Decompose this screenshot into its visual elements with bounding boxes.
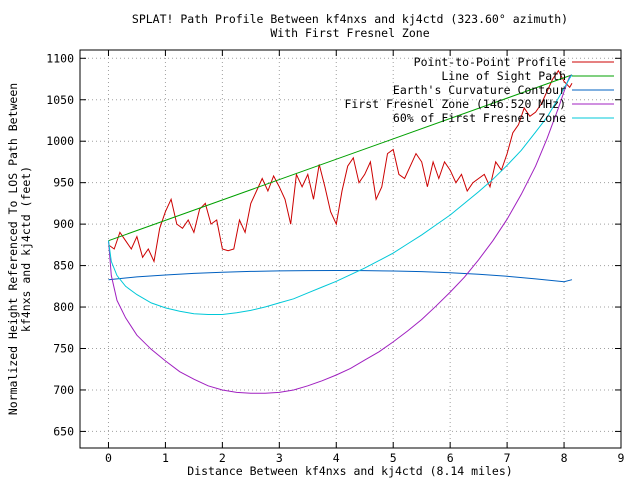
- x-tick-label: 9: [618, 451, 625, 465]
- x-tick-label: 7: [504, 451, 511, 465]
- x-tick-label: 1: [162, 451, 169, 465]
- y-axis-label-line2: kf4nxs and kj4ctd (feet): [19, 166, 33, 332]
- y-tick-label: 1050: [46, 93, 74, 107]
- y-tick-label: 800: [53, 300, 74, 314]
- y-tick-label: 650: [53, 424, 74, 438]
- y-axis-label-line1: Normalized Height Referenced To LOS Path…: [6, 83, 20, 415]
- legend-label-2: Earth's Curvature Contour: [393, 83, 566, 97]
- x-axis-label: Distance Between kf4nxs and kj4ctd (8.14…: [187, 464, 512, 478]
- y-tick-label: 700: [53, 383, 74, 397]
- x-tick-label: 3: [276, 451, 283, 465]
- x-tick-label: 5: [390, 451, 397, 465]
- y-tick-label: 850: [53, 259, 74, 273]
- legend-label-3: First Fresnel Zone (146.520 MHz): [344, 97, 566, 111]
- legend-label-4: 60% of First Fresnel Zone: [393, 111, 566, 125]
- series-line-1: [108, 74, 573, 242]
- x-tick-label: 2: [219, 451, 226, 465]
- x-tick-label: 6: [447, 451, 454, 465]
- y-tick-label: 1100: [46, 51, 74, 65]
- y-tick-label: 900: [53, 217, 74, 231]
- chart-subtitle: With First Fresnel Zone: [270, 26, 429, 40]
- y-tick-label: 950: [53, 176, 74, 190]
- x-tick-label: 0: [105, 451, 112, 465]
- y-tick-label: 750: [53, 342, 74, 356]
- series-line-2: [108, 269, 573, 283]
- series-line-0: [108, 69, 573, 264]
- y-tick-label: 1000: [46, 134, 74, 148]
- series-layer: [108, 69, 573, 394]
- legend-label-1: Line of Sight Path: [441, 69, 566, 83]
- series-line-3: [108, 74, 573, 394]
- x-tick-label: 4: [333, 451, 340, 465]
- plot-frame: [79, 49, 622, 449]
- series-line-4: [108, 74, 573, 315]
- ticks-layer: 0 1 2 3 4 5 6 7 8 9 650 700 750 800 850 900 950 1000 1050 1…: [46, 50, 625, 465]
- x-tick-label: 8: [561, 451, 568, 465]
- legend-label-0: Point-to-Point Profile: [414, 55, 566, 69]
- chart-title: SPLAT! Path Profile Between kf4nxs and k…: [132, 12, 568, 26]
